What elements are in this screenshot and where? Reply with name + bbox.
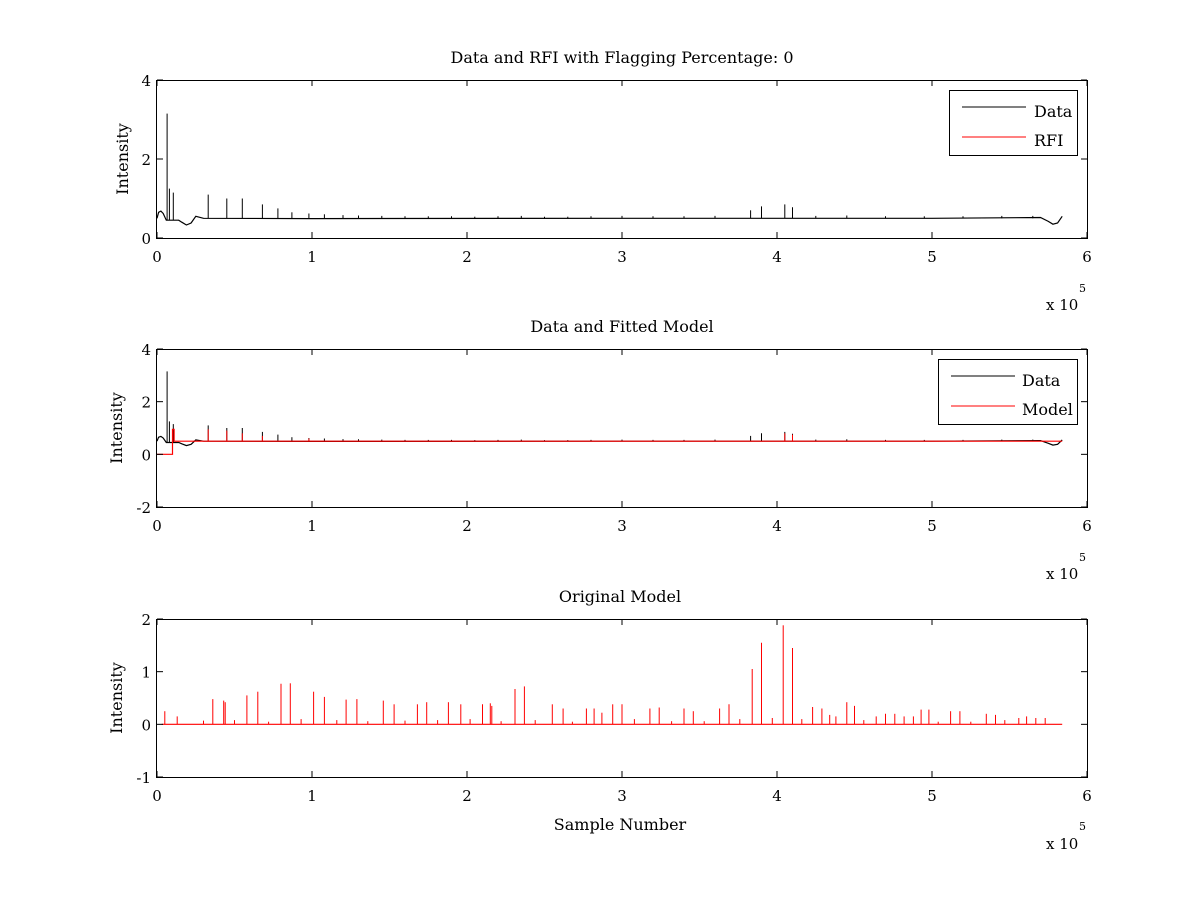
x-tick-label: 6 <box>1082 248 1092 266</box>
x-multiplier-exponent: 5 <box>1079 551 1086 564</box>
x-multiplier-exponent: 5 <box>1079 282 1086 295</box>
y-tick-label: -1 <box>136 769 151 787</box>
y-tick-label: 2 <box>141 151 151 169</box>
x-tick-label: 4 <box>772 517 782 535</box>
x-tick-label: 3 <box>617 787 627 805</box>
x-tick-label: 2 <box>462 787 472 805</box>
legend: Data Model <box>938 359 1078 425</box>
y-tick-label: 0 <box>141 716 151 734</box>
y-tick-label: 4 <box>141 72 151 90</box>
x-tick-label: 4 <box>772 787 782 805</box>
x-multiplier: x 10 <box>1046 296 1078 314</box>
x-tick-label: 0 <box>152 248 162 266</box>
chart-title: Original Model <box>559 587 681 606</box>
legend-label-data: Data <box>1022 371 1061 390</box>
x-tick-label: 5 <box>927 248 937 266</box>
y-tick-label: 2 <box>141 394 151 412</box>
panel-original-model: Original Model Intensity Sample Number 0… <box>107 587 1092 853</box>
chart-title: Data and RFI with Flagging Percentage: 0 <box>450 48 793 67</box>
series-layer <box>156 113 1063 226</box>
y-tick-label: 1 <box>141 664 151 682</box>
x-tick-label: 5 <box>927 517 937 535</box>
plot-area <box>156 619 1088 778</box>
series-layer <box>161 625 1063 725</box>
panel-data-rfi: Data and RFI with Flagging Percentage: 0… <box>113 48 1092 314</box>
series-line <box>156 210 1063 226</box>
y-tick-label: 2 <box>141 611 151 629</box>
series-line <box>157 428 1063 455</box>
y-tick-label: 4 <box>141 341 151 359</box>
x-axis-label: Sample Number <box>554 815 687 834</box>
x-tick-label: 2 <box>462 248 472 266</box>
tick-layer: 0 1 2 3 4 5 6 0 2 4 <box>141 72 1091 266</box>
legend-box <box>938 359 1078 425</box>
legend-label-rfi: RFI <box>1034 131 1063 150</box>
series-layer <box>156 371 1063 455</box>
x-multiplier: x 10 <box>1046 565 1078 583</box>
x-tick-label: 6 <box>1082 517 1092 535</box>
x-tick-label: 1 <box>307 248 317 266</box>
y-axis-label: Intensity <box>107 662 126 734</box>
legend-box <box>949 90 1078 156</box>
x-tick-label: 0 <box>152 787 162 805</box>
y-axis-label: Intensity <box>107 392 126 464</box>
panel-fitted-model: Data and Fitted Model Intensity 0 1 2 3 4 5 6 -… <box>107 317 1092 583</box>
chart-title: Data and Fitted Model <box>530 317 713 336</box>
legend-label-data: Data <box>1034 102 1073 121</box>
y-tick-label: 0 <box>141 446 151 464</box>
x-tick-label: 6 <box>1082 787 1092 805</box>
x-multiplier-exponent: 5 <box>1079 820 1086 833</box>
x-tick-label: 5 <box>927 787 937 805</box>
y-tick-label: -2 <box>136 499 151 517</box>
x-tick-label: 3 <box>617 517 627 535</box>
y-tick-label: 0 <box>141 230 151 248</box>
legend: Data RFI <box>949 90 1078 156</box>
x-tick-label: 3 <box>617 248 627 266</box>
x-multiplier: x 10 <box>1046 835 1078 853</box>
series-line <box>156 435 1063 447</box>
x-tick-label: 0 <box>152 517 162 535</box>
legend-label-model: Model <box>1022 400 1073 419</box>
x-tick-label: 1 <box>307 517 317 535</box>
y-axis-label: Intensity <box>113 123 132 195</box>
x-tick-label: 1 <box>307 787 317 805</box>
x-tick-label: 2 <box>462 517 472 535</box>
x-tick-label: 4 <box>772 248 782 266</box>
plot-area <box>156 80 1088 239</box>
